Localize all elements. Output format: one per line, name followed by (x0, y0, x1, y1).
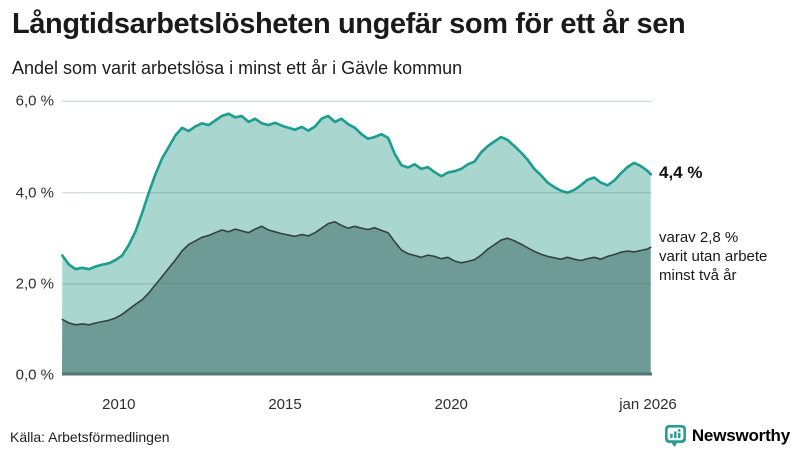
x-tick-label: 2020 (434, 396, 468, 413)
x-tick-label: jan 2026 (619, 396, 677, 413)
area-two-year (62, 221, 651, 375)
line-total (61, 112, 652, 271)
bar-chart-bubble-icon (664, 425, 686, 447)
line-two-year (61, 221, 652, 326)
source-note: Källa: Arbetsförmedlingen (10, 429, 170, 445)
annotation-two-year-line2: varit utan arbete (659, 248, 768, 265)
brand-name: Newsworthy (691, 426, 790, 445)
chart-subtitle: Andel som varit arbetslösa i minst ett å… (12, 58, 463, 78)
y-tick-label: 6,0 % (15, 92, 54, 110)
y-tick-label: 2,0 % (15, 275, 54, 293)
y-tick-label: 0,0 % (15, 366, 54, 384)
annotation-two-year-line3: minst två år (659, 267, 737, 284)
page-title: Långtidsarbetslösheten ungefär som för e… (12, 8, 686, 40)
annotation-latest-total: 4,4 % (659, 163, 703, 182)
x-tick-label: 2010 (102, 396, 136, 413)
annotation-two-year-line1: varav 2,8 % (659, 229, 739, 246)
y-tick-label: 4,0 % (15, 184, 54, 202)
newsworthy-logo: Newsworthy (664, 424, 790, 448)
annotation-two-year: varav 2,8 % varit utan arbete minst två … (659, 228, 767, 285)
x-tick-label: 2015 (268, 396, 302, 413)
